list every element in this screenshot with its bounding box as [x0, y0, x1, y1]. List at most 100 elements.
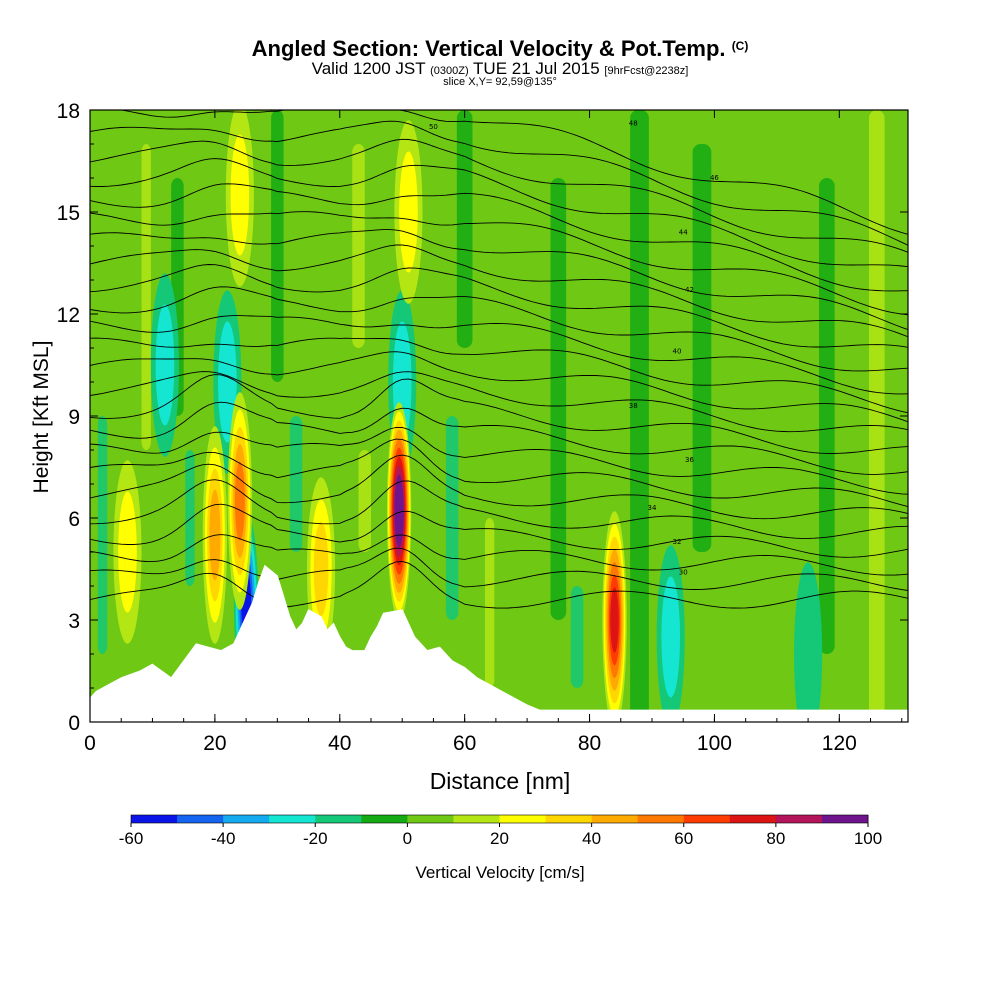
- isentrope-label: 34: [648, 504, 657, 512]
- colorbar-swatch: [361, 815, 408, 823]
- isentrope-line: [90, 337, 908, 414]
- x-tick-label: 0: [84, 732, 96, 755]
- isentrope-line: [90, 503, 908, 558]
- chart-title: Angled Section: Vertical Velocity & Pot.…: [0, 36, 1000, 62]
- isentropes: 30 32 34 36 38 40 42 44 46 48 50: [90, 110, 908, 609]
- chart-title-main: Angled Section: Vertical Velocity & Pot.…: [251, 36, 726, 61]
- isentrope-line: [90, 351, 908, 423]
- field-streak: [358, 450, 371, 552]
- isentrope-label: 44: [679, 228, 688, 236]
- isentrope-label: 50: [429, 123, 438, 131]
- field-streak: [141, 144, 151, 450]
- colorbar-tick-label: 60: [674, 829, 693, 848]
- updraft-core: [230, 134, 250, 256]
- colorbar-swatch: [177, 815, 224, 823]
- colorbar-tick-label: 0: [403, 829, 412, 848]
- field-streak: [185, 450, 195, 586]
- isentrope-line: [90, 158, 908, 268]
- updraft-core: [118, 491, 137, 613]
- isentrope-line: [90, 138, 908, 253]
- updraft-core: [313, 521, 329, 617]
- isentrope-line: [90, 479, 908, 539]
- isentrope-line: [90, 547, 908, 591]
- forecast-info: [9hrFcst@2238z]: [604, 65, 689, 77]
- isentrope-line: [90, 371, 908, 433]
- isentrope-line: [90, 315, 908, 395]
- x-tick-label: 40: [328, 732, 351, 755]
- y-axis-label: Height [Kft MSL]: [30, 340, 53, 494]
- isentrope-line: [90, 183, 908, 292]
- colorbar-tick-label: -40: [211, 829, 236, 848]
- colorbar-swatch: [775, 815, 823, 823]
- y-tick-label: 15: [57, 202, 80, 225]
- colorbar-swatch: [591, 815, 639, 823]
- colorbar-swatch: [821, 815, 869, 823]
- updraft-core: [395, 484, 403, 539]
- x-tick-label: 100: [697, 732, 732, 755]
- colorbar-swatch: [315, 815, 362, 823]
- isentrope-label: 36: [685, 456, 694, 464]
- field-streak: [445, 416, 459, 620]
- isentrope-line: [90, 534, 908, 576]
- field-streak: [550, 178, 567, 620]
- y-tick-label: 9: [68, 406, 80, 429]
- colorbar-swatch: [453, 815, 500, 823]
- downdraft-core: [155, 304, 175, 426]
- colorbar-tick-label: 40: [582, 829, 601, 848]
- updraft-core: [399, 151, 418, 273]
- chart-subtitle: Valid 1200 JST (0300Z) TUE 21 Jul 2015 […: [0, 60, 1000, 80]
- field-streak: [505, 110, 524, 518]
- x-tick-label: 60: [453, 732, 476, 755]
- isentrope-line: [90, 244, 908, 338]
- field-streak: [484, 518, 495, 688]
- field-streak: [352, 144, 365, 348]
- field-streak: [570, 586, 584, 688]
- isentrope-line: [90, 561, 908, 609]
- field-streak: [289, 416, 303, 552]
- y-tick-label: 6: [68, 508, 80, 531]
- slice-info: slice X,Y= 92,59@135°: [443, 76, 557, 88]
- downdraft-core: [661, 576, 681, 698]
- colorbar-tick-label: 80: [766, 829, 785, 848]
- field-streak: [819, 178, 835, 654]
- downdraft-core: [794, 562, 823, 722]
- y-tick-label: 12: [57, 304, 80, 327]
- updraft-core: [610, 587, 619, 653]
- y-tick-label: 3: [68, 610, 80, 633]
- valid-time: Valid 1200 JST: [311, 59, 426, 78]
- field-streak: [868, 110, 885, 722]
- colorbar-tick-label: 100: [854, 829, 882, 848]
- terrain: [90, 564, 908, 722]
- isentrope-label: 30: [679, 568, 688, 576]
- isentrope-line: [119, 110, 908, 235]
- field-streak: [692, 144, 712, 552]
- isentrope-line: [90, 454, 908, 520]
- colorbar-swatch: [683, 815, 731, 823]
- colorbar-tick-label: 20: [490, 829, 509, 848]
- y-tick-label: 0: [68, 712, 80, 735]
- velocity-field: 30 32 34 36 38 40 42 44 46 48 50: [90, 110, 908, 722]
- colorbar-swatch: [545, 815, 593, 823]
- isentrope-line: [90, 374, 908, 454]
- isentrope-label: 42: [685, 286, 694, 294]
- x-axis-label: Distance [nm]: [429, 768, 571, 794]
- isentrope-line: [90, 211, 908, 316]
- isentrope-line: [90, 401, 908, 475]
- isentrope-line: [90, 229, 908, 331]
- isentrope-label: 48: [629, 120, 638, 128]
- colorbar-tick-label: -60: [119, 829, 144, 848]
- field-streak: [755, 246, 774, 722]
- downdraft-core: [218, 321, 237, 443]
- colorbar-swatch: [131, 815, 178, 823]
- isentrope-label: 46: [710, 174, 719, 182]
- isentrope-line: [90, 426, 908, 495]
- colorbar-tick-label: -20: [303, 829, 328, 848]
- colorbar-swatch: [637, 815, 685, 823]
- isentrope-label: 40: [673, 347, 682, 355]
- isentrope-label: 32: [673, 538, 682, 546]
- colorbar-swatch: [269, 815, 316, 823]
- field-streak: [97, 416, 108, 654]
- x-tick-label: 80: [578, 732, 601, 755]
- colorbar-swatch: [499, 815, 547, 823]
